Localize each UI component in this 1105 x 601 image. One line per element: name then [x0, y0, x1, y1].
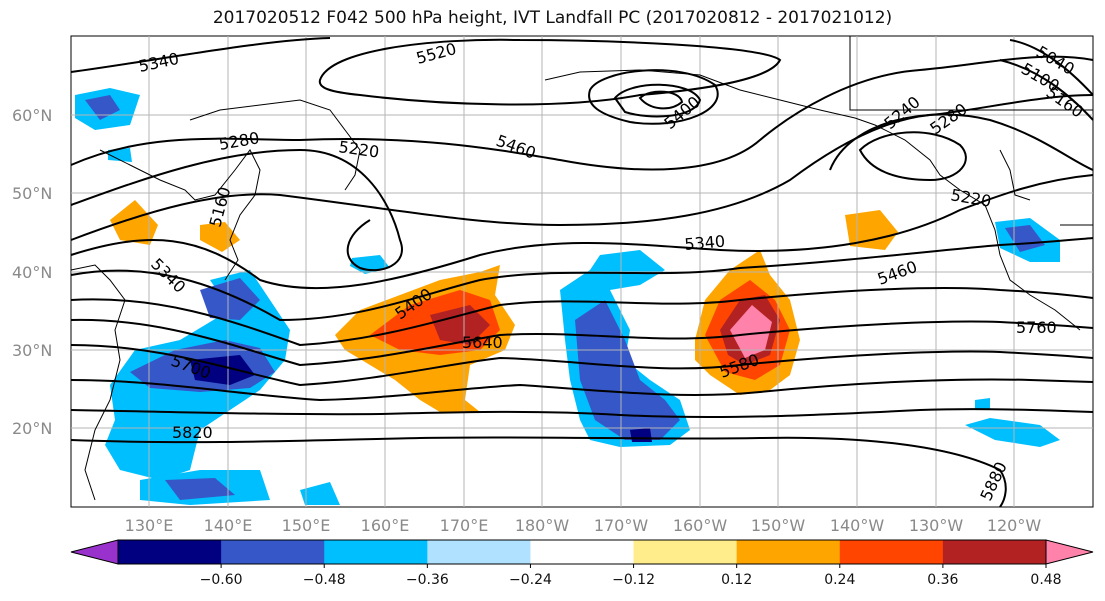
lon-label: 160°E: [361, 516, 410, 535]
colorbar-left-extension: [70, 539, 119, 565]
colorbar-segment: [736, 540, 841, 564]
map-title: 2017020512 F042 500 hPa height, IVT Land…: [212, 8, 893, 28]
colorbar-tick-label: −0.60: [200, 572, 243, 588]
colorbar: −0.60 −0.48 −0.36 −0.24 −0.12 0.12 0.24 0.36 0.4…: [70, 539, 1094, 588]
lon-label: 160°W: [673, 516, 728, 535]
colorbar-segment: [427, 540, 531, 564]
colorbar-segment: [839, 540, 944, 564]
colorbar-segment: [118, 540, 222, 564]
colorbar-segment: [324, 540, 428, 564]
contour-label: 5640: [462, 333, 503, 352]
lat-labels: 60°N 50°N 40°N 30°N 20°N: [12, 106, 52, 438]
colorbar-tick-label: 0.48: [1030, 572, 1061, 588]
colorbar-outline: [117, 539, 1047, 565]
colorbar-segment: [633, 540, 738, 564]
lon-labels: 130°E 140°E 150°E 160°E 170°E 180°W 170°…: [125, 516, 1042, 535]
lon-label: 170°E: [440, 516, 489, 535]
lon-label: 130°W: [909, 516, 964, 535]
colorbar-tick-label: −0.24: [509, 572, 552, 588]
contour-label: 5820: [172, 423, 213, 442]
lon-label: 120°W: [987, 516, 1042, 535]
colorbar-tick-label: −0.36: [406, 572, 449, 588]
colorbar-tick-label: 0.24: [824, 572, 855, 588]
coastlines: [70, 36, 1093, 501]
lon-label: 140°E: [204, 516, 253, 535]
lon-label: 130°E: [125, 516, 174, 535]
map-panel: 5340 5520 5400 5460 5280 5220 5160 5340 …: [70, 35, 1094, 508]
lat-label: 60°N: [12, 106, 52, 125]
lat-label: 20°N: [12, 419, 52, 438]
lon-label: 170°W: [594, 516, 649, 535]
colorbar-tick-label: 0.12: [721, 572, 752, 588]
colorbar-right-extension: [1045, 539, 1094, 565]
lon-label: 150°W: [751, 516, 806, 535]
lat-label: 30°N: [12, 341, 52, 360]
lat-label: 50°N: [12, 184, 52, 203]
lon-label: 180°W: [515, 516, 570, 535]
height-contours: [70, 37, 1094, 508]
lon-label: 150°E: [282, 516, 331, 535]
colorbar-segment: [942, 540, 1047, 564]
colorbar-tick-label: −0.48: [303, 572, 346, 588]
contour-label: 5760: [1016, 318, 1057, 337]
colorbar-segment: [530, 540, 635, 564]
contour-label: 5340: [684, 232, 726, 254]
lat-label: 40°N: [12, 263, 52, 282]
ivt-shading: [75, 88, 1060, 505]
colorbar-segment: [221, 540, 325, 564]
colorbar-tick-label: 0.36: [927, 572, 958, 588]
colorbar-tick-label: −0.12: [612, 572, 655, 588]
lon-label: 140°W: [830, 516, 885, 535]
